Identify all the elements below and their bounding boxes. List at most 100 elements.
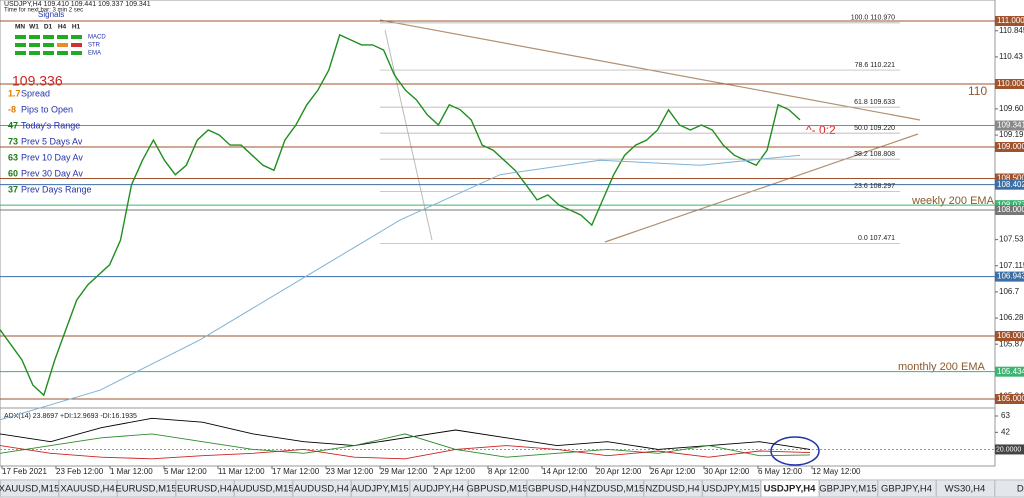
signal-indicator: MACD xyxy=(88,35,106,41)
stat-label: Prev 5 Days Av xyxy=(21,136,83,146)
level-label: 109.341 xyxy=(997,121,1024,130)
tab-label[interactable]: USDJPY,H4 xyxy=(764,484,816,495)
tab-label[interactable]: GBPUSD,H4 xyxy=(528,484,583,495)
adx-tick-label: 20.0000 xyxy=(996,446,1021,453)
tab-label[interactable]: NZDUSD,M15 xyxy=(584,484,645,495)
adx-line xyxy=(0,417,811,450)
signal-cell xyxy=(71,35,82,39)
adx-line xyxy=(0,445,811,460)
level-box xyxy=(995,179,1024,190)
y-tick-label: 107.115 xyxy=(999,261,1024,270)
tab-label[interactable]: AUDUSD,H4 xyxy=(294,484,349,495)
x-tick-label: 11 Mar 12:00 xyxy=(218,467,265,476)
stat-label: Prev Days Range xyxy=(21,184,92,194)
level-box xyxy=(995,444,1024,455)
price-line xyxy=(0,33,801,397)
x-tick-label: 30 Apr 12:00 xyxy=(704,467,750,476)
level-label: 108.402 xyxy=(997,180,1024,189)
signals-title: Signals xyxy=(38,10,64,19)
fib-label: 23.6 108.297 xyxy=(854,183,895,190)
adx-tick-label: 42 xyxy=(1001,427,1010,436)
fib-label: 0.0 107.471 xyxy=(858,235,895,242)
tab-label[interactable]: GBPJPY,H4 xyxy=(881,484,932,495)
stat-value: 63 xyxy=(8,152,18,162)
symbol-line: USDJPY,H4 109.410 109.441 109.337 109.34… xyxy=(4,1,151,8)
y-tick-label: 105.87 xyxy=(999,339,1024,348)
signal-timeframe: MN xyxy=(15,24,25,31)
level-box xyxy=(995,205,1024,216)
adx-title: ADX(14) 23.8697 +DI:12.9693 -DI:16.1935 xyxy=(4,413,137,420)
tab-label[interactable]: GBPUSD,M15 xyxy=(466,484,527,495)
tab-label[interactable]: XAUUSD,H4 xyxy=(60,484,114,495)
level-label: 105.000 xyxy=(997,394,1024,403)
x-tick-label: 26 Apr 12:00 xyxy=(650,467,696,476)
stat-value: 37 xyxy=(8,184,18,194)
tab-label[interactable]: AUDJPY,M15 xyxy=(351,484,408,495)
signal-timeframe: H4 xyxy=(58,24,67,31)
stat-value: 60 xyxy=(8,168,18,178)
level-label: 108.500 xyxy=(997,174,1024,183)
signal-cell xyxy=(15,51,26,55)
trendline xyxy=(604,133,919,243)
stat-value: 73 xyxy=(8,136,18,146)
price-line xyxy=(0,154,801,421)
level-box xyxy=(995,331,1024,342)
stat-label: Prev 10 Day Av xyxy=(21,152,83,162)
signal-cell xyxy=(43,43,54,47)
current-price: 109.336 xyxy=(12,73,63,89)
tab-label[interactable]: WS30,H4 xyxy=(945,484,986,495)
stat-label: Today's Range xyxy=(21,120,80,130)
signal-cell xyxy=(43,51,54,55)
level-box xyxy=(995,366,1024,377)
tab-label[interactable]: XAUUSD,M15 xyxy=(0,484,59,495)
tab[interactable] xyxy=(994,479,1024,498)
y-tick-label: 106.285 xyxy=(999,313,1024,322)
level-box xyxy=(995,271,1024,282)
fib-label: 50.0 109.220 xyxy=(854,125,895,132)
signal-cell xyxy=(71,43,82,47)
tab-label[interactable]: NZDUSD,H4 xyxy=(645,484,699,495)
tab-label[interactable]: AUDUSD,M15 xyxy=(232,484,293,495)
tab-label[interactable]: DA xyxy=(1017,484,1024,495)
level-box xyxy=(995,16,1024,27)
level-label: 110.000 xyxy=(997,79,1024,88)
tab-label[interactable]: EURUSD,H4 xyxy=(177,484,232,495)
signal-indicator: STR xyxy=(88,43,101,49)
x-tick-label: 23 Feb 12:00 xyxy=(56,467,104,476)
level-box xyxy=(995,79,1024,90)
y-tick-label: 109.605 xyxy=(999,104,1024,113)
signal-cell xyxy=(29,35,40,39)
adx-line xyxy=(0,433,811,458)
x-tick-label: 14 Apr 12:00 xyxy=(542,467,588,476)
signal-cell xyxy=(29,43,40,47)
signal-cell xyxy=(43,35,54,39)
annotation: weekly 200 EMA xyxy=(911,195,995,207)
x-tick-label: 12 May 12:00 xyxy=(812,467,861,476)
signal-cell xyxy=(15,43,26,47)
fib-label: 78.6 110.221 xyxy=(855,62,895,69)
signal-cell xyxy=(57,35,68,39)
signal-cell xyxy=(15,35,26,39)
tab-label[interactable]: EURUSD,M15 xyxy=(115,484,176,495)
signal-timeframe: W1 xyxy=(29,24,39,31)
tab-label[interactable]: AUDJPY,H4 xyxy=(413,484,464,495)
tab-label[interactable]: GBPJPY,M15 xyxy=(819,484,876,495)
signal-timeframe: D1 xyxy=(44,24,53,31)
signal-cell xyxy=(29,51,40,55)
level-label: 108.077 xyxy=(997,200,1024,209)
y-tick-label: 109.19 xyxy=(999,130,1024,139)
adx-tick-label: 63 xyxy=(1001,411,1010,420)
signal-cell xyxy=(71,51,82,55)
timer: Time for next bar: 3 min 2 sec xyxy=(4,8,83,14)
x-tick-label: 5 Mar 12:00 xyxy=(164,467,207,476)
level-box xyxy=(995,120,1024,131)
level-label: 105.434 xyxy=(997,367,1024,376)
y-tick-label: 106.7 xyxy=(999,287,1020,296)
tab-label[interactable]: USDJPY,M15 xyxy=(702,484,759,495)
stat-label: Prev 30 Day Av xyxy=(21,168,83,178)
level-label: 106.943 xyxy=(997,272,1024,281)
x-tick-label: 20 Apr 12:00 xyxy=(596,467,642,476)
x-tick-label: 17 Mar 12:00 xyxy=(272,467,320,476)
